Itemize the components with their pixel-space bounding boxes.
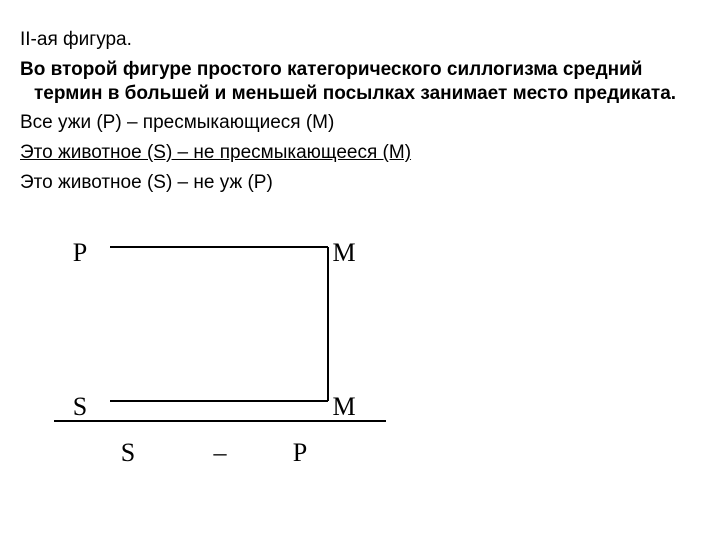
syllogism-diagram: PMSMS–P: [40, 217, 700, 477]
premise-major: Все ужи (P) – пресмыкающиеся (M): [20, 111, 700, 135]
slide: II-ая фигура. Во второй фигуре простого …: [0, 0, 720, 540]
premise-minor: Это животное (S) – не пресмыкающееся (M): [20, 141, 700, 165]
svg-text:–: –: [213, 437, 228, 466]
svg-text:P: P: [73, 237, 87, 266]
svg-text:S: S: [121, 437, 135, 466]
diagram-svg: PMSMS–P: [40, 217, 400, 477]
heading-line: II-ая фигура.: [20, 28, 700, 52]
conclusion-line: Это животное (S) – не уж (P): [20, 171, 700, 195]
svg-text:M: M: [332, 237, 355, 266]
definition-line: Во второй фигуре простого категорическог…: [20, 58, 700, 106]
svg-text:P: P: [293, 437, 307, 466]
svg-text:S: S: [73, 391, 87, 420]
svg-text:M: M: [332, 391, 355, 420]
